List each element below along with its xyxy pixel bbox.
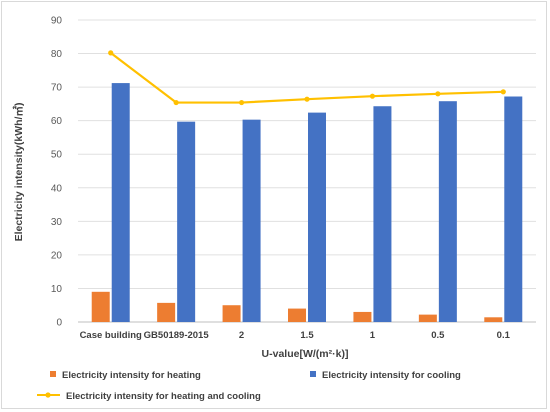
y-tick-label: 50 [51, 150, 63, 161]
legend-marker-total [45, 392, 51, 398]
bar-cooling [308, 112, 326, 322]
total-point [238, 99, 245, 106]
legend-label-cooling: Electricity intensity for cooling [322, 370, 461, 381]
total-point [500, 89, 506, 95]
bar-cooling [111, 83, 130, 322]
bar-heating [288, 308, 306, 322]
legend-label-total: Electricity intensity for heating and co… [66, 391, 261, 402]
y-tick-label: 90 [51, 16, 63, 27]
x-tick-label: 0.5 [431, 330, 445, 341]
y-tick-label: 20 [51, 250, 63, 261]
x-tick-label: Case building [80, 330, 142, 341]
y-tick-label: 60 [51, 116, 63, 127]
bar-heating [157, 302, 176, 322]
y-tick-label: 70 [51, 83, 63, 94]
total-series-line [110, 52, 504, 104]
legend: Electricity intensity for heating Electr… [37, 370, 461, 402]
bar-heating [222, 305, 241, 322]
x-axis-title: U-value[W/(m²·k)] [262, 348, 349, 360]
legend-swatch-cooling [310, 371, 316, 377]
total-point [108, 50, 114, 56]
bar-cooling [373, 106, 392, 322]
bar-cooling [242, 119, 261, 322]
y-axis-ticks: 0 10 20 30 40 50 60 70 80 90 [51, 16, 63, 329]
y-tick-label: 40 [51, 183, 63, 194]
x-tick-label: GB50189-2015 [144, 330, 210, 341]
legend-swatch-heating [50, 371, 56, 377]
y-tick-label: 10 [51, 284, 63, 295]
bar-cooling [438, 101, 457, 323]
legend-label-heating: Electricity intensity for heating [62, 370, 201, 381]
y-tick-label: 80 [51, 49, 63, 60]
x-tick-label: 2 [239, 330, 244, 341]
total-point [369, 93, 376, 99]
y-tick-label: 0 [56, 318, 62, 329]
total-line [108, 50, 506, 106]
bar-heating [91, 291, 110, 322]
total-point [435, 91, 441, 97]
bars [91, 83, 523, 323]
y-tick-label: 30 [51, 217, 63, 228]
x-tick-label: 1.5 [300, 330, 314, 341]
bar-heating [418, 314, 437, 322]
bar-heating [484, 317, 503, 322]
x-tick-label: 1 [370, 330, 376, 341]
bar-cooling [504, 96, 523, 322]
bar-cooling [177, 121, 196, 322]
total-point [173, 99, 179, 106]
bar-heating [353, 311, 372, 322]
y-axis-title: Electricity intensity(kWh/㎡) [12, 103, 25, 242]
grid-lines [78, 19, 536, 323]
total-point [304, 96, 310, 102]
x-axis-ticks: Case building GB50189-2015 2 1.5 1 0.5 0.1 [80, 330, 511, 341]
x-tick-label: 0.1 [497, 330, 511, 341]
